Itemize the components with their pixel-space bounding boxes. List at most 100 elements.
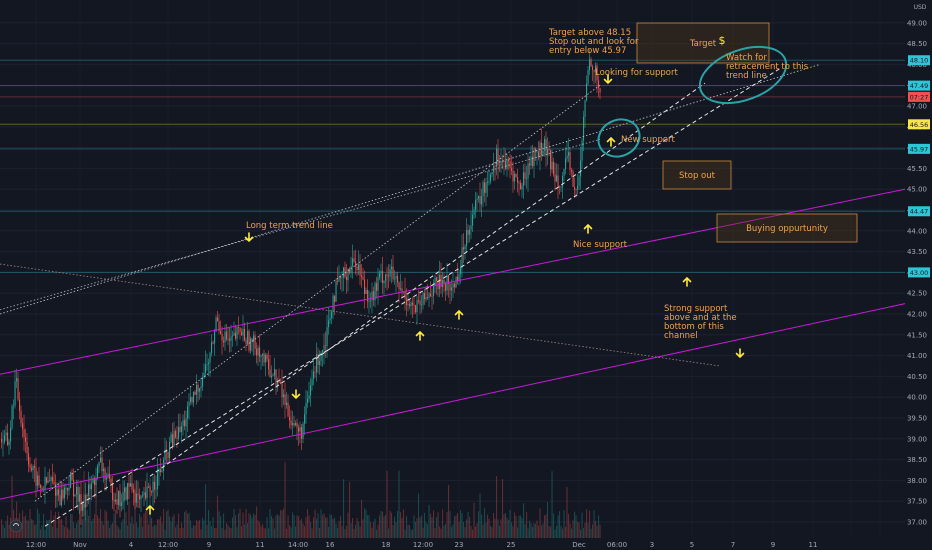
volume-bar: [76, 523, 78, 538]
candle-body: [490, 174, 492, 182]
channel-lower-line[interactable]: [0, 303, 906, 500]
trend-lines[interactable]: [0, 64, 906, 527]
volume-bar: [577, 521, 579, 538]
long-term-trend-line[interactable]: [0, 64, 821, 315]
volume-bar: [26, 520, 28, 538]
candle-body: [7, 432, 9, 446]
price-badge: [908, 80, 930, 91]
volume-bar: [5, 520, 7, 538]
candle-body: [508, 159, 510, 162]
candle-body: [148, 486, 150, 488]
candle-body: [545, 139, 547, 156]
y-tick-label: 41.00: [907, 352, 927, 360]
y-tick-label: 45.00: [907, 186, 927, 194]
volume-bar: [571, 528, 573, 538]
retracement-ellipse[interactable]: [692, 36, 794, 114]
time-axis[interactable]: 12:00 Nov 4 12:00 9 11 14:00 16 18 12:00 23 25 Dec 06…: [0, 539, 906, 550]
volume-bar: [205, 484, 207, 538]
volume-bar: [244, 524, 246, 538]
volume-bar: [184, 512, 186, 538]
volume-bar: [544, 515, 546, 538]
candle-body: [268, 359, 270, 370]
candle-body: [515, 174, 517, 178]
volume-bar: [595, 520, 597, 538]
volume-bar: [230, 527, 232, 538]
volume-bar: [56, 528, 58, 538]
volume-bar: [278, 515, 280, 538]
volume-bar: [40, 529, 42, 538]
volume-bar: [521, 518, 523, 538]
volume-bar: [164, 529, 166, 538]
volume-bar: [343, 479, 345, 538]
volume-bar: [182, 527, 184, 538]
candle-body: [79, 494, 81, 502]
candle-body: [479, 196, 481, 205]
candle-body: [307, 398, 309, 403]
candle-body: [370, 300, 372, 302]
candle-body: [452, 283, 454, 288]
candles[interactable]: [1, 49, 601, 525]
candle-body: [101, 457, 103, 472]
volume-bar: [155, 525, 157, 538]
volume-bar: [64, 526, 66, 538]
candle-body: [457, 276, 459, 282]
volume-bar: [206, 524, 208, 538]
volume-bar: [505, 513, 507, 538]
candle-body: [409, 304, 411, 307]
volume-bar: [68, 529, 70, 538]
candle-body: [358, 264, 360, 270]
volume-bar: [281, 510, 283, 538]
dashed-trend-line-2[interactable]: [149, 82, 706, 477]
volume-bar: [373, 522, 375, 538]
price-badge-label: 47.49: [910, 82, 929, 90]
candle-body: [464, 246, 466, 250]
candle-body: [52, 477, 54, 482]
volume-bar: [50, 510, 52, 538]
volume-bar: [478, 511, 480, 538]
channel-upper-line[interactable]: [0, 188, 906, 375]
annotation-boxes[interactable]: Target $ Stop out Buying oppurtunity: [636, 22, 858, 243]
candle-body: [412, 302, 414, 305]
new-support-ellipse[interactable]: [592, 113, 645, 163]
strong-support-note-line: bottom of this: [664, 322, 724, 332]
candle-body: [461, 247, 463, 267]
x-tick-label: 18: [382, 541, 391, 549]
dashed-trend-line-1[interactable]: [44, 68, 781, 527]
dotted-mid-line[interactable]: [0, 138, 601, 311]
stop-out-box[interactable]: Stop out: [662, 160, 732, 190]
candle-body: [590, 59, 592, 67]
descending-dotted-line[interactable]: [0, 263, 721, 367]
candle-body: [466, 229, 468, 247]
volume-bar: [449, 511, 451, 538]
candle-body: [250, 338, 252, 351]
volume-bar: [223, 513, 225, 538]
candle-body: [158, 469, 160, 473]
candle-body: [380, 271, 382, 274]
candle-body: [418, 300, 420, 302]
buying-box[interactable]: Buying oppurtunity: [716, 213, 858, 243]
volume-bar: [499, 525, 501, 538]
candle-body: [193, 391, 195, 403]
x-tick-label: 12:00: [26, 541, 46, 549]
candle-body: [119, 490, 121, 507]
candle-body: [533, 148, 535, 167]
candle-body: [227, 338, 229, 340]
candle-body: [520, 183, 522, 190]
volume-bar: [284, 461, 286, 538]
volume-bar: [401, 517, 403, 538]
volume-bar: [221, 527, 223, 538]
tradingview-logo[interactable]: [9, 519, 23, 533]
price-axis[interactable]: USD 37.00 37.50 38.00 38.50 39.00 39.50 40.00 40…: [906, 0, 932, 550]
volume-bar: [38, 513, 40, 538]
volume-bar: [74, 528, 76, 538]
highlight-ellipses[interactable]: [592, 36, 793, 163]
volume-bar: [550, 526, 552, 538]
target-box[interactable]: Target $: [636, 22, 770, 64]
dotted-support-line[interactable]: [34, 84, 601, 502]
x-tick-label: 9: [207, 541, 211, 549]
volume-bar: [329, 514, 331, 538]
volume-bar: [304, 526, 306, 538]
candle-body: [568, 152, 570, 156]
